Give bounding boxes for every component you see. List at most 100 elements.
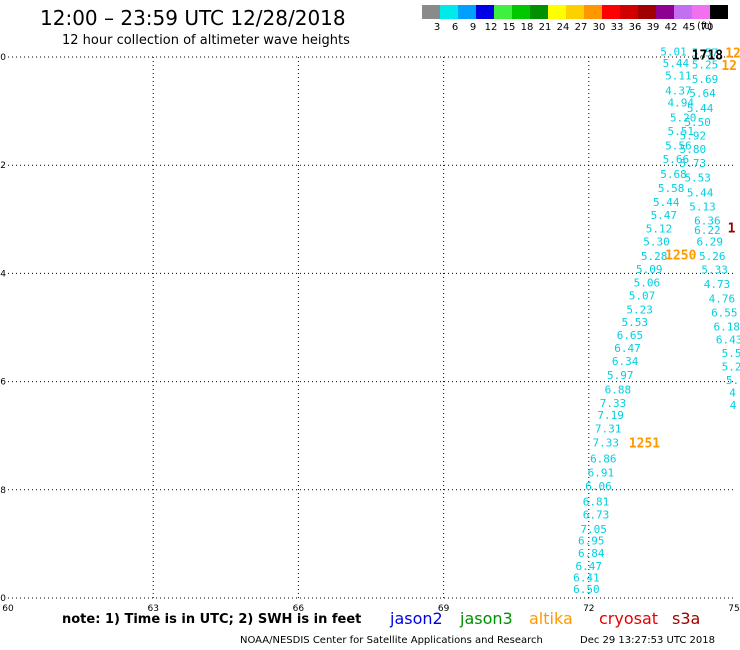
legend-label: 36 — [628, 22, 642, 33]
wave-height-label: 6.29 — [697, 235, 724, 248]
legend-swatch — [692, 5, 710, 19]
y-tick-label: -24 — [0, 269, 6, 279]
wave-height-label: 5.68 — [660, 168, 687, 181]
wave-height-label: 6.65 — [617, 329, 644, 342]
y-tick-label: -30 — [0, 594, 6, 604]
wave-height-label: 5.53 — [622, 316, 649, 329]
wave-height-label: 6.43 — [716, 333, 740, 346]
wave-height-label: 5.28 — [641, 250, 668, 263]
mission-altika: altika — [529, 609, 573, 628]
legend-label: 9 — [469, 22, 477, 33]
wave-height-label: 5.73 — [680, 157, 707, 170]
chart-title: 12:00 – 23:59 UTC 12/28/2018 — [40, 6, 346, 30]
wave-height-label: 6.36 — [694, 214, 721, 227]
legend-label: 27 — [574, 22, 588, 33]
wave-height-label: 6.86 — [590, 452, 617, 465]
legend-label: 3 — [433, 22, 441, 33]
wave-height-label: 6.81 — [583, 496, 610, 509]
chart-subtitle: 12 hour collection of altimeter wave hei… — [62, 33, 350, 48]
footer-note: note: 1) Time is in UTC; 2) SWH is in fe… — [62, 612, 362, 627]
wave-height-label: 5.23 — [626, 304, 653, 317]
legend-swatch — [674, 5, 692, 19]
wave-height-label: 5.33 — [701, 264, 728, 277]
legend-swatch — [548, 5, 566, 19]
wave-height-label: 6.18 — [713, 320, 740, 333]
wave-height-label: 5.25 — [692, 59, 719, 72]
wave-height-label: 5.64 — [689, 87, 716, 100]
wave-height-label: 5.2 — [722, 360, 740, 373]
wave-height-label: 4 — [730, 399, 737, 412]
wave-height-label: 5.20 — [670, 112, 697, 125]
mission-cryosat: cryosat — [599, 609, 659, 628]
wave-height-label: 4.73 — [704, 278, 731, 291]
credit-line: NOAA/NESDIS Center for Satellite Applica… — [240, 635, 543, 646]
legend-label: 6 — [451, 22, 459, 33]
legend-swatch — [530, 5, 548, 19]
wave-height-label: 5.53 — [684, 172, 711, 185]
legend-swatch — [584, 5, 602, 19]
wave-height-label: 5.13 — [689, 200, 716, 213]
wave-height-label: 6.22 — [694, 224, 721, 237]
wave-height-label: 5.57 — [692, 47, 719, 60]
wave-height-label: 5.44 — [687, 186, 714, 199]
wave-height-label: 6.95 — [578, 535, 605, 548]
plot-axes: 60 63 66 69 72 75 -20 -22 -24 -26 -28 -30 — [0, 53, 740, 614]
pass-time-label: 1718 — [692, 48, 723, 63]
wave-height-label: 6.47 — [614, 342, 641, 355]
legend-swatch — [494, 5, 512, 19]
legend-label: 70 — [700, 22, 714, 33]
legend-swatch — [656, 5, 674, 19]
wave-height-label: 5.26 — [699, 250, 726, 263]
wave-height-label: 6.47 — [576, 560, 603, 573]
pass-time-label: 1251 — [629, 437, 660, 452]
x-tick-label: 75 — [728, 604, 739, 614]
legend-swatch — [440, 5, 458, 19]
legend-label: 45 — [682, 22, 696, 33]
mission-s3a: s3a — [672, 609, 701, 628]
wave-height-label: 5.92 — [680, 129, 707, 142]
wave-height-label: 5.50 — [684, 116, 711, 129]
y-tick-label: -26 — [0, 378, 6, 388]
wave-height-label: 5.44 — [653, 196, 680, 209]
legend-swatch — [476, 5, 494, 19]
wave-height-label: 4.37 — [665, 85, 692, 98]
wave-height-label: 7.05 — [580, 523, 607, 536]
wave-height-label: 6.91 — [588, 466, 615, 479]
legend-label: 39 — [646, 22, 660, 33]
legend-swatch — [458, 5, 476, 19]
wave-height-label: 5.66 — [663, 153, 690, 166]
pass-time-label: 12 — [725, 47, 740, 62]
y-tick-label: -28 — [0, 486, 6, 496]
wave-height-label: 5.47 — [651, 209, 678, 222]
wave-height-label: 6.73 — [583, 509, 610, 522]
mission-jason2: jason2 — [390, 609, 443, 628]
wave-height-label: 5.12 — [646, 222, 673, 235]
legend-swatch — [422, 5, 440, 19]
wave-height-label: 5.07 — [629, 290, 656, 303]
wave-height-label: 5.30 — [643, 235, 670, 248]
legend-label: 21 — [538, 22, 552, 33]
legend-label: 15 — [502, 22, 516, 33]
wave-height-label: 4 — [729, 386, 736, 399]
legend-swatch — [566, 5, 584, 19]
x-tick-label: 66 — [293, 604, 305, 614]
legend-label: 30 — [592, 22, 606, 33]
wave-height-label: 6.84 — [578, 547, 605, 560]
wave-height-label: 5.97 — [607, 369, 634, 382]
wave-height-label: 5.44 — [663, 57, 690, 70]
wave-height-label: 5.06 — [634, 277, 661, 290]
wave-height-label: 6.06 — [585, 480, 612, 493]
wave-height-label: 5. — [726, 374, 739, 387]
y-tick-label: -20 — [0, 53, 6, 63]
x-tick-label: 72 — [583, 604, 594, 614]
legend-label: 42 — [664, 22, 678, 33]
wave-height-label: 5.44 — [687, 102, 714, 115]
legend-swatch — [620, 5, 638, 19]
legend-swatch — [512, 5, 530, 19]
x-tick-label: 69 — [438, 604, 450, 614]
wave-height-label: 7.31 — [595, 423, 622, 436]
wave-height-values: 6.506.416.476.846.957.056.736.816.066.91… — [573, 46, 740, 596]
wave-height-label: 7.33 — [600, 397, 627, 410]
